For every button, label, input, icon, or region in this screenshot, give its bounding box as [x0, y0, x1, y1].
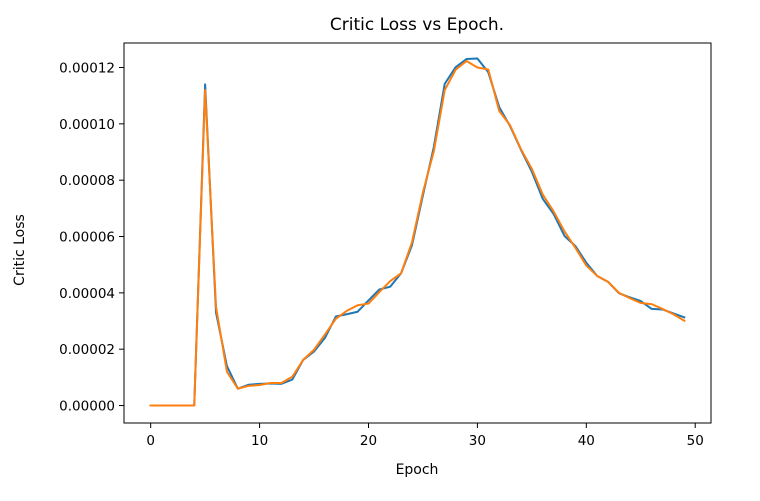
- x-tick-label: 40: [578, 433, 595, 449]
- x-tick-label: 10: [251, 433, 268, 449]
- series-line-2: [149, 60, 686, 407]
- x-axis-label: Epoch: [396, 462, 439, 478]
- plot-area: [124, 43, 711, 423]
- x-tick-label: 0: [146, 433, 155, 449]
- y-tick-label: 0.00008: [59, 173, 115, 189]
- y-tick-label: 0.00012: [59, 61, 115, 77]
- axes-layer: 0 10 20 30 40 50 0.00000 0.00002 0.00004 0.00006 0…: [59, 42, 712, 449]
- y-tick-label: 0.00004: [59, 286, 115, 302]
- y-axis-label: Critic Loss: [12, 214, 28, 286]
- x-tick-label: 20: [360, 433, 377, 449]
- x-tick-label: 30: [469, 433, 486, 449]
- plot-frame: [123, 42, 712, 424]
- chart-title: Critic Loss vs Epoch.: [330, 15, 504, 35]
- series-layer: [149, 57, 686, 407]
- x-tick-label: 50: [687, 433, 704, 449]
- y-tick-label: 0.00006: [59, 230, 115, 246]
- y-tick-label: 0.00010: [59, 117, 115, 133]
- y-tick-label: 0.00000: [59, 399, 115, 415]
- plot-background: [124, 43, 711, 423]
- y-tick-label: 0.00002: [59, 342, 115, 358]
